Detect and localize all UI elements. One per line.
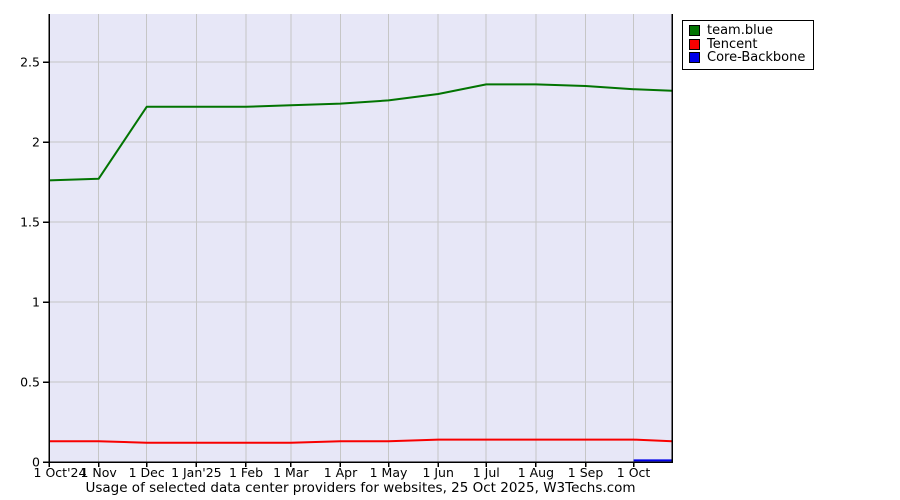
legend-item-tencent: Tencent [689, 38, 805, 52]
y-tick-label: 0 [32, 455, 40, 470]
series-line-tencent [49, 438, 673, 444]
x-tick-label: 1 Aug [518, 465, 554, 480]
x-tick-label: 1 Sep [568, 465, 604, 480]
x-tick-label: 1 Apr [324, 465, 358, 480]
plot-area [49, 14, 672, 462]
x-tick-label: 1 Oct'24 [34, 465, 87, 480]
chart-legend: team.blue Tencent Core-Backbone [682, 20, 815, 70]
x-tick-label: 1 Jun [422, 465, 453, 480]
legend-label-team-blue: team.blue [707, 23, 773, 39]
y-tick-label: 0.5 [20, 375, 40, 390]
series-line-team-blue [48, 83, 673, 182]
y-tick-label: 2 [32, 135, 40, 150]
x-tick-label: 1 Jul [473, 465, 500, 480]
x-tick-label: 1 Dec [129, 465, 165, 480]
y-tick-label: 1 [32, 295, 40, 310]
team-blue-swatch-icon [689, 25, 700, 37]
legend-item-team-blue: team.blue [689, 24, 805, 38]
legend-item-core-backbone: Core-Backbone [689, 51, 805, 65]
x-tick-label: 1 Feb [229, 465, 263, 480]
x-tick-label: 1 Oct [617, 465, 651, 480]
x-tick-label: 1 Jan'25 [171, 465, 222, 480]
x-tick-label: 1 Nov [80, 465, 117, 480]
chart-title: Usage of selected data center providers … [85, 480, 636, 496]
y-tick-label: 1.5 [20, 215, 40, 230]
x-tick-label: 1 May [370, 465, 408, 480]
legend-label-tencent: Tencent [707, 36, 758, 52]
legend-label-core-backbone: Core-Backbone [707, 50, 806, 66]
y-tick-label: 2.5 [20, 55, 40, 70]
tencent-swatch-icon [689, 38, 700, 50]
core-backbone-swatch-icon [689, 52, 700, 64]
x-tick-label: 1 Mar [273, 465, 309, 480]
